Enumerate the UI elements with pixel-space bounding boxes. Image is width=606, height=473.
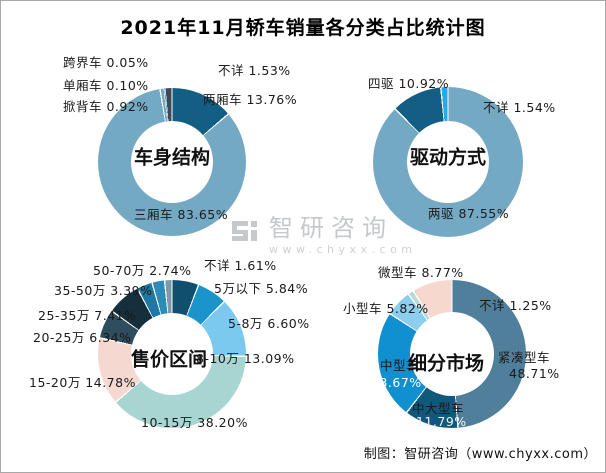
watermark-url: www.chyxx.com bbox=[269, 243, 417, 256]
slice-label: 50-70万 2.74% bbox=[93, 263, 192, 278]
slice-label: 掀背车 0.92% bbox=[63, 99, 149, 114]
slice-label: 紧凑型车 bbox=[498, 350, 551, 365]
donut-center-label: 售价区间 bbox=[130, 348, 208, 371]
watermark-brand: 智研咨询 bbox=[269, 214, 393, 242]
slice-label: 5-8万 6.60% bbox=[228, 316, 310, 331]
donut-center-label: 驱动方式 bbox=[409, 146, 487, 169]
slice-label: 两驱 87.55% bbox=[428, 206, 510, 221]
slice-label: 不详 1.54% bbox=[483, 100, 556, 115]
slice-label: 中大型车 bbox=[412, 401, 465, 416]
slice-label: 35-50万 3.39% bbox=[54, 283, 153, 298]
chart-title: 2021年11月轿车销量各分类占比统计图 bbox=[120, 17, 486, 39]
watermark: 智研咨询 www.chyxx.com bbox=[229, 215, 417, 256]
donut-chart-4 bbox=[378, 280, 526, 428]
slice-label: 单厢车 0.10% bbox=[63, 78, 149, 93]
slice-label: 8-10万 13.09% bbox=[196, 351, 295, 366]
slice-label: 两厢车 13.76% bbox=[203, 92, 298, 107]
zhiyan-logo-icon bbox=[232, 221, 257, 241]
slice-label: 微型车 8.77% bbox=[378, 265, 464, 280]
slice-label: 11.79% bbox=[416, 414, 467, 429]
donut-center-label: 细分市场 bbox=[407, 352, 485, 375]
donut-hole bbox=[131, 313, 213, 395]
donut-chart-2 bbox=[373, 87, 523, 237]
slice-label: 不详 1.53% bbox=[218, 63, 291, 78]
slice-label: 15-20万 14.78% bbox=[29, 375, 136, 390]
donut-center-label: 车身结构 bbox=[133, 146, 211, 169]
slice-label: 5万以下 5.84% bbox=[214, 281, 309, 296]
slice-label: 三厢车 83.65% bbox=[134, 207, 229, 222]
donut-hole bbox=[410, 312, 494, 396]
credit-text: 制图：智研咨询（www.chyxx.com） bbox=[363, 447, 597, 462]
slice-label: 23.67% bbox=[371, 375, 422, 390]
slice-label: 不详 1.25% bbox=[479, 298, 552, 313]
slice-label: 中型车 bbox=[380, 358, 420, 373]
slice-label: 48.71% bbox=[509, 366, 560, 381]
slice-label: 20-25万 6.34% bbox=[33, 330, 132, 345]
slice-label: 四驱 10.92% bbox=[368, 76, 450, 91]
donut-hole bbox=[131, 121, 213, 203]
slice-label: 小型车 5.82% bbox=[343, 301, 429, 316]
slice-label: 不详 1.61% bbox=[204, 258, 277, 273]
slice-label: 25-35万 7.41% bbox=[38, 308, 137, 323]
slice-label: 10-15万 38.20% bbox=[141, 415, 248, 430]
donut-chart-1 bbox=[98, 88, 246, 236]
donut-chart-3 bbox=[98, 280, 246, 428]
slice-label: 跨界车 0.05% bbox=[63, 55, 149, 70]
donut-hole bbox=[407, 121, 489, 203]
